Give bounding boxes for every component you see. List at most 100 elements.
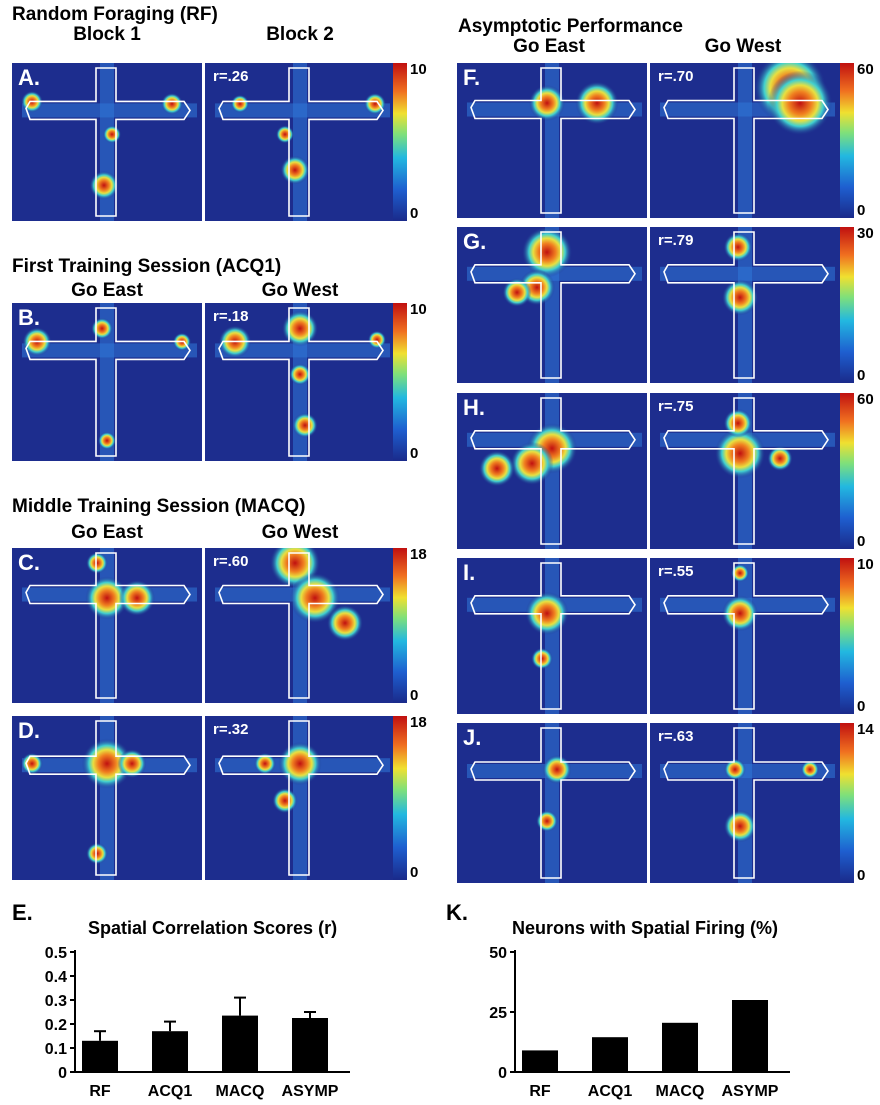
correlation-value: r=.60	[213, 553, 249, 570]
chart-k-letter: K.	[446, 900, 468, 925]
firing-hotspot	[722, 595, 758, 632]
column-header-go-east: Go East	[513, 36, 585, 57]
firing-hotspot	[536, 810, 558, 832]
firing-rate-map	[467, 558, 642, 714]
firing-hotspot	[81, 738, 133, 789]
color-scale-min: 0	[410, 687, 419, 704]
column-header-block2: Block 2	[266, 24, 334, 45]
color-scale-bar	[840, 227, 854, 383]
x-tick-label: ACQ1	[588, 1083, 633, 1100]
maze-arm	[22, 343, 197, 358]
heatmap-panel: r=.70	[650, 63, 840, 218]
heatmap-panel: J.	[457, 723, 647, 883]
firing-rate-map	[467, 227, 642, 383]
color-scale-min: 0	[857, 533, 866, 550]
heatmap-panel: F.	[457, 63, 647, 218]
column-header-go-east: Go East	[71, 522, 143, 543]
firing-rate-map	[660, 723, 835, 883]
color-scale-min: 0	[857, 698, 866, 715]
maze-arm	[660, 266, 835, 281]
firing-hotspot	[21, 752, 43, 775]
firing-hotspot	[723, 810, 757, 843]
color-scale-bar	[393, 63, 407, 221]
firing-hotspot	[510, 441, 554, 486]
panel-letter: H.	[463, 395, 485, 420]
color-scale-max: 30	[857, 225, 874, 242]
y-tick-label: 50	[489, 945, 507, 962]
heatmap-panel: H.	[457, 393, 647, 549]
maze-arm	[545, 723, 559, 883]
column-header-go-west: Go West	[261, 280, 339, 301]
maze-arm	[738, 63, 752, 218]
y-tick-label: 0.4	[45, 969, 67, 986]
correlation-value: r=.63	[658, 728, 694, 745]
heatmap-panel: r=.18	[205, 303, 395, 461]
column-header-block1: Block 1	[73, 24, 141, 45]
color-scale-max: 18	[410, 546, 427, 563]
bar-rf	[82, 1040, 118, 1072]
firing-rate-map	[21, 63, 197, 221]
x-tick-label: MACQ	[216, 1083, 265, 1100]
firing-hotspot	[254, 752, 276, 775]
firing-hotspot	[119, 580, 155, 616]
firing-rate-map	[467, 723, 642, 883]
bar-asymp	[292, 1018, 328, 1072]
heatmap-panel: B.	[12, 303, 202, 461]
y-tick-label: 25	[489, 1005, 507, 1022]
panel-letter: B.	[18, 305, 40, 330]
section-title-acq1: First Training Session (ACQ1)	[12, 256, 282, 277]
path-trace	[470, 397, 636, 545]
firing-hotspot	[529, 85, 565, 121]
color-scale-bar	[393, 716, 407, 880]
section-title-rf: Random Foraging (RF)	[12, 4, 218, 25]
x-tick-label: MACQ	[656, 1083, 705, 1100]
firing-hotspot	[89, 170, 119, 200]
firing-hotspot	[278, 742, 322, 786]
correlation-value: r=.55	[658, 563, 694, 580]
column-header-go-east: Go East	[71, 280, 143, 301]
color-scale-min: 0	[857, 367, 866, 384]
firing-rate-map	[467, 63, 642, 218]
firing-rate-map	[660, 393, 835, 549]
firing-hotspot	[723, 408, 753, 438]
y-tick-label: 0.5	[45, 945, 67, 962]
bar-asymp	[732, 1000, 768, 1072]
column-header-go-west: Go West	[704, 36, 782, 57]
correlation-value: r=.32	[213, 721, 249, 738]
color-scale-max: 18	[410, 714, 427, 731]
x-tick-label: ACQ1	[148, 1083, 193, 1100]
correlation-value: r=.26	[213, 68, 249, 85]
color-scale-max: 14	[857, 721, 874, 738]
y-tick-label: 0.1	[45, 1041, 67, 1058]
maze-arm	[215, 103, 390, 118]
path-trace	[663, 67, 829, 214]
color-scale-bar	[840, 723, 854, 883]
color-scale-max: 10	[857, 556, 874, 573]
firing-hotspot	[98, 431, 116, 450]
firing-rate-map	[660, 227, 835, 383]
heatmap-panel: r=.26	[205, 63, 395, 221]
firing-hotspot	[280, 155, 310, 185]
firing-rate-map	[22, 303, 197, 461]
path-trace	[663, 562, 829, 710]
chart-k-title: Neurons with Spatial Firing (%)	[512, 918, 779, 938]
firing-hotspot	[767, 445, 793, 472]
maze-arm	[293, 63, 307, 221]
firing-hotspot	[276, 125, 294, 144]
path-trace	[470, 562, 636, 710]
heatmap-panel: r=.60	[205, 548, 395, 703]
maze-arm	[22, 103, 197, 118]
color-scale-bar	[840, 558, 854, 714]
firing-hotspot	[364, 92, 386, 115]
heatmap-panel: A.	[12, 63, 202, 221]
path-trace	[25, 67, 191, 217]
color-scale-max: 10	[410, 301, 427, 318]
color-scale-bar	[840, 63, 854, 218]
color-scale-bar	[393, 303, 407, 461]
bar-chart-spatial-firing: 0 25 50 RF ACQ1 MACQ ASYMP	[489, 945, 790, 1100]
firing-hotspot	[575, 81, 619, 125]
x-tick-label: ASYMP	[722, 1083, 779, 1100]
firing-hotspot	[289, 363, 311, 386]
correlation-value: r=.75	[658, 398, 694, 415]
firing-hotspot	[722, 279, 758, 316]
